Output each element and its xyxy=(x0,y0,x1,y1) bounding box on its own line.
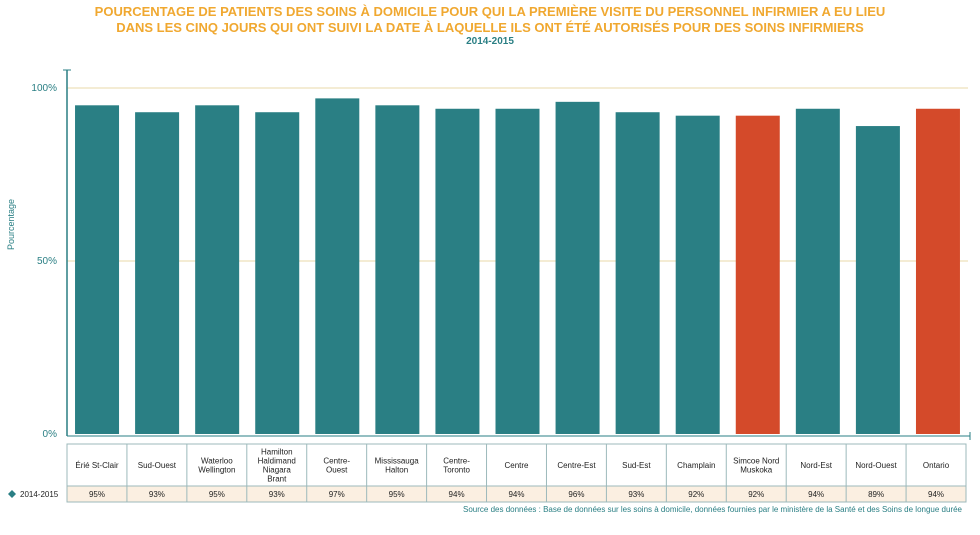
x-category-label-line: Champlain xyxy=(677,461,715,470)
x-category-label: Nord-Est xyxy=(800,461,832,470)
x-category-label-line: Sud-Ouest xyxy=(138,461,177,470)
x-category-label-line: Centre-Est xyxy=(557,461,596,470)
bar xyxy=(915,108,960,434)
bar xyxy=(495,108,540,434)
x-category-label: Ontario xyxy=(923,461,950,470)
x-category-label-line: Hamilton xyxy=(261,448,293,457)
x-category-label-line: Centre xyxy=(504,461,529,470)
x-category-label-line: Nord-Ouest xyxy=(855,461,897,470)
data-value-label: 94% xyxy=(808,490,824,499)
legend-marker-icon xyxy=(8,490,16,498)
bar xyxy=(315,98,360,434)
x-category-label-line: Érié St-Clair xyxy=(75,461,118,470)
data-value-label: 95% xyxy=(209,490,225,499)
x-category-label-line: Waterloo xyxy=(201,457,233,466)
data-value-label: 89% xyxy=(868,490,884,499)
chart-title-line1: POURCENTAGE DE PATIENTS DES SOINS À DOMI… xyxy=(94,4,886,19)
chart-title-line2: DANS LES CINQ JOURS QUI ONT SUIVI LA DAT… xyxy=(116,20,864,35)
x-category-label: Sud-Ouest xyxy=(138,461,177,470)
bar xyxy=(375,105,420,435)
bar xyxy=(675,115,720,435)
data-value-label: 96% xyxy=(568,490,584,499)
x-category-label-line: Wellington xyxy=(198,466,235,475)
data-value-label: 95% xyxy=(89,490,105,499)
data-value-label: 95% xyxy=(389,490,405,499)
x-category-label: Simcoe Nord Muskoka xyxy=(733,457,779,475)
x-category-label-line: Brant xyxy=(267,475,287,484)
data-value-label: 94% xyxy=(508,490,524,499)
x-category-label: Centre-Toronto xyxy=(443,457,470,475)
x-category-label: Centre-Ouest xyxy=(323,457,350,475)
data-source-note: Source des données : Base de données sur… xyxy=(463,505,962,514)
x-category-label: Mississauga Halton xyxy=(375,457,420,475)
bar xyxy=(615,112,660,434)
bar xyxy=(135,112,180,434)
data-value-label: 94% xyxy=(928,490,944,499)
bar xyxy=(435,108,480,434)
bar xyxy=(855,126,900,434)
x-category-label: Sud-Est xyxy=(622,461,651,470)
data-value-label: 93% xyxy=(628,490,644,499)
x-category-label: Nord-Ouest xyxy=(855,461,897,470)
data-value-label: 92% xyxy=(688,490,704,499)
data-value-label: 92% xyxy=(748,490,764,499)
x-category-label-line: Sud-Est xyxy=(622,461,651,470)
x-category-label: Érié St-Clair xyxy=(75,461,118,470)
x-category-label-line: Haldimand xyxy=(258,457,296,466)
x-category-label: Hamilton Haldimand Niagara Brant xyxy=(258,448,296,484)
y-tick-label: 0% xyxy=(43,429,58,440)
x-category-label: Champlain xyxy=(677,461,715,470)
x-category-label-line: Toronto xyxy=(443,466,470,475)
bar xyxy=(75,105,120,435)
table-row-background xyxy=(67,486,966,502)
x-category-label: Centre xyxy=(504,461,529,470)
x-category-label-line: Nord-Est xyxy=(800,461,832,470)
x-category-label-line: Centre- xyxy=(323,457,350,466)
legend-series-label: 2014-2015 xyxy=(20,490,59,499)
x-category-label-line: Mississauga xyxy=(375,457,420,466)
table-frame xyxy=(66,443,967,503)
data-value-label: 97% xyxy=(329,490,345,499)
x-category-label-line: Simcoe Nord xyxy=(733,457,779,466)
data-value-label: 93% xyxy=(269,490,285,499)
x-category-label-line: Muskoka xyxy=(740,466,773,475)
x-category-label-line: Ouest xyxy=(326,466,348,475)
bar xyxy=(795,108,840,434)
y-tick-label: 50% xyxy=(37,256,57,267)
bar xyxy=(735,115,780,435)
bar xyxy=(255,112,300,434)
bar xyxy=(195,105,240,435)
x-category-label-line: Ontario xyxy=(923,461,950,470)
data-value-label: 93% xyxy=(149,490,165,499)
y-tick-label: 100% xyxy=(31,83,57,94)
x-category-label: Waterloo Wellington xyxy=(198,457,235,475)
x-category-label-line: Niagara xyxy=(263,466,292,475)
x-category-label-line: Halton xyxy=(385,466,408,475)
chart-subtitle: 2014-2015 xyxy=(466,36,514,47)
data-value-label: 94% xyxy=(449,490,465,499)
x-category-label-line: Centre- xyxy=(443,457,470,466)
bar xyxy=(555,101,600,434)
x-category-label: Centre-Est xyxy=(557,461,596,470)
